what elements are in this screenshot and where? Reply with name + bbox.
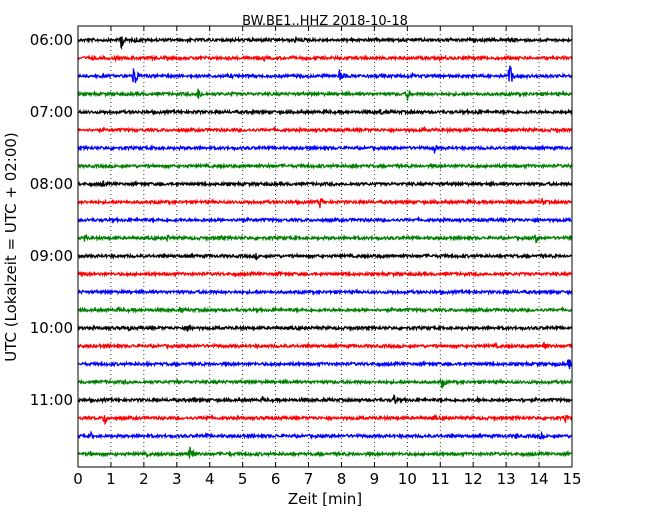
y-axis-label: UTC (Lokalzeit = UTC + 02:00) (2, 132, 20, 362)
trace-0700 (77, 107, 573, 117)
x-tick-label: 10 (398, 470, 417, 488)
y-tick-label: 07:00 (30, 103, 73, 121)
y-axis-ticks: 06:00 07:00 08:00 09:00 10:00 11:00 (30, 31, 572, 409)
x-tick-label: 1 (106, 470, 116, 488)
y-tick-label: 11:00 (30, 391, 73, 409)
trace-0930 (77, 288, 573, 297)
trace-group (77, 35, 573, 459)
x-tick-label: 0 (73, 470, 83, 488)
y-tick-label: 08:00 (30, 175, 73, 193)
x-tick-label: 2 (139, 470, 149, 488)
trace-1100 (77, 394, 573, 405)
x-tick-label: 14 (530, 470, 549, 488)
trace-0645 (77, 88, 573, 101)
trace-0945 (77, 305, 573, 315)
x-tick-label: 6 (271, 470, 281, 488)
x-tick-label: 12 (464, 470, 483, 488)
trace-1145 (77, 446, 573, 459)
x-tick-label: 13 (497, 470, 516, 488)
x-tick-label: 15 (562, 470, 581, 488)
trace-1130 (77, 429, 573, 441)
trace-1045 (77, 378, 573, 389)
x-tick-label: 5 (238, 470, 248, 488)
trace-0600 (77, 35, 573, 50)
x-tick-label: 4 (205, 470, 215, 488)
x-tick-label: 7 (304, 470, 314, 488)
trace-0830 (77, 215, 573, 224)
trace-0845 (77, 233, 573, 244)
vertical-grid (110, 26, 540, 467)
trace-0815 (77, 197, 573, 209)
trace-1115 (77, 413, 573, 426)
chart-title: BW.BE1..HHZ 2018-10-18 (242, 14, 408, 29)
y-tick-label: 10:00 (30, 319, 73, 337)
trace-0800 (77, 179, 573, 189)
trace-0915 (77, 269, 573, 279)
trace-0900 (77, 252, 573, 261)
trace-0630 (77, 65, 573, 84)
x-tick-label: 8 (337, 470, 347, 488)
y-tick-label: 09:00 (30, 247, 73, 265)
y-tick-label: 06:00 (30, 31, 73, 49)
plot-frame (77, 25, 573, 468)
trace-1000 (77, 324, 573, 333)
trace-0730 (77, 144, 573, 154)
trace-0745 (77, 161, 573, 170)
trace-0615 (77, 53, 573, 63)
x-tick-label: 9 (370, 470, 380, 488)
x-tick-label: 11 (431, 470, 450, 488)
x-axis-label: Zeit [min] (288, 490, 362, 508)
x-tick-label: 3 (172, 470, 182, 488)
trace-1030 (77, 359, 573, 369)
trace-1015 (77, 341, 573, 350)
x-axis-ticks: 0 1 2 3 4 5 6 7 8 9 10 11 12 13 14 15 (73, 26, 582, 488)
trace-0715 (77, 125, 573, 135)
